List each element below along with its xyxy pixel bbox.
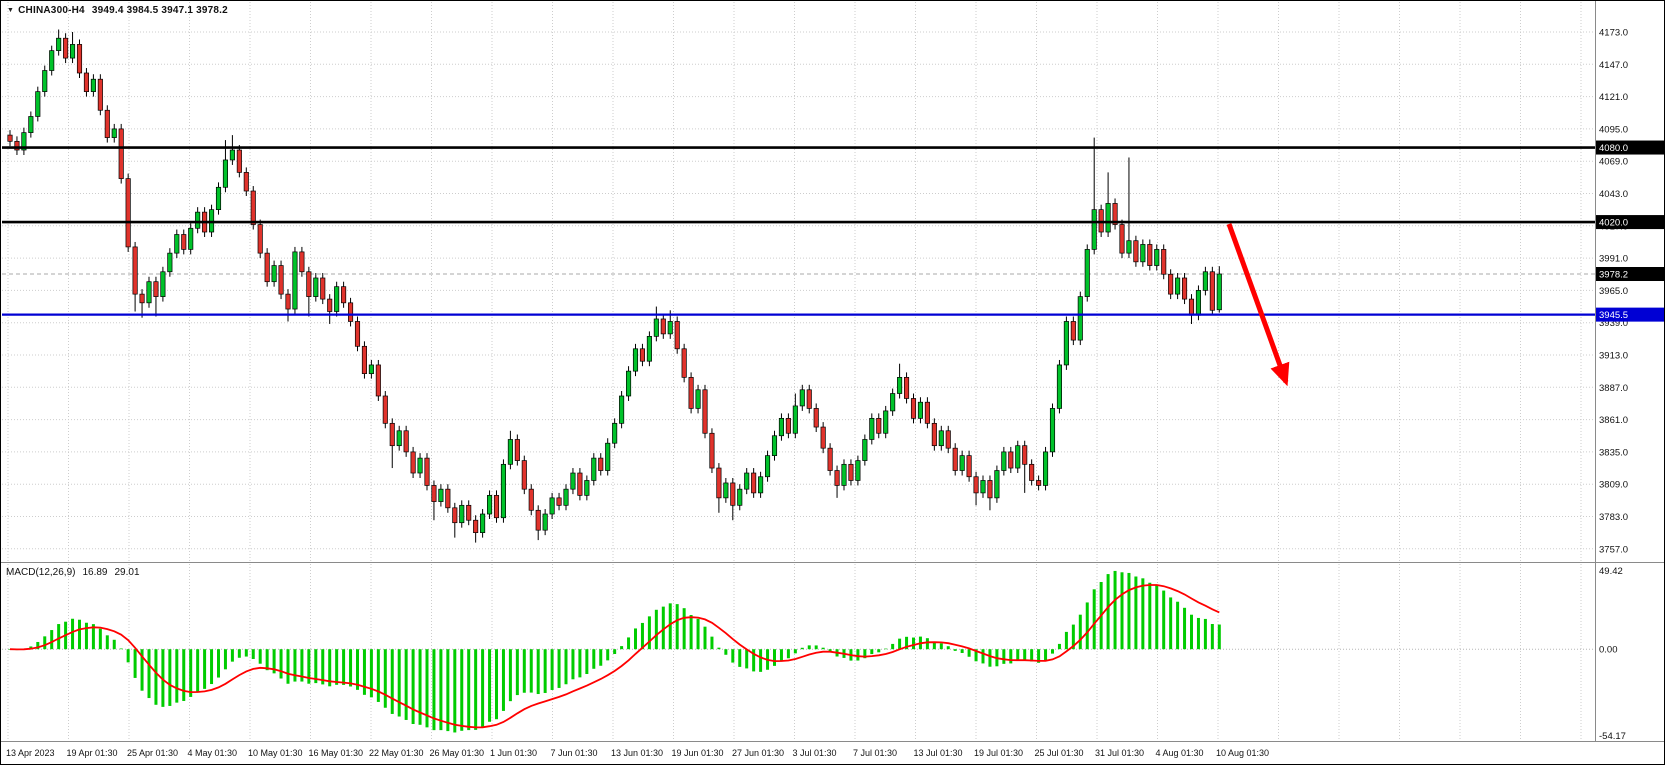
price-badge-support-blue: 3945.5	[1596, 307, 1664, 322]
svg-text:19 Apr 01:30: 19 Apr 01:30	[67, 748, 118, 758]
svg-text:22 May 01:30: 22 May 01:30	[369, 748, 424, 758]
svg-text:7 Jul 01:30: 7 Jul 01:30	[853, 748, 897, 758]
trend-arrow[interactable]	[1226, 223, 1290, 387]
svg-text:3861.0: 3861.0	[1599, 415, 1628, 426]
svg-text:10 Aug 01:30: 10 Aug 01:30	[1216, 748, 1269, 758]
svg-text:3809.0: 3809.0	[1599, 480, 1628, 491]
svg-text:3965.0: 3965.0	[1599, 286, 1628, 297]
candles-layer[interactable]	[7, 29, 1222, 543]
svg-text:3757.0: 3757.0	[1599, 544, 1628, 555]
svg-text:4121.0: 4121.0	[1599, 92, 1628, 103]
svg-text:27 Jun 01:30: 27 Jun 01:30	[732, 748, 784, 758]
svg-text:4 May 01:30: 4 May 01:30	[188, 748, 238, 758]
svg-text:3978.2: 3978.2	[1599, 270, 1628, 281]
svg-text:3783.0: 3783.0	[1599, 512, 1628, 523]
svg-text:3939.0: 3939.0	[1599, 318, 1628, 329]
price-badge-resistance-upper: 4080.0	[1596, 140, 1664, 155]
svg-text:4095.0: 4095.0	[1599, 124, 1628, 135]
svg-text:4020.0: 4020.0	[1599, 218, 1628, 229]
svg-text:25 Apr 01:30: 25 Apr 01:30	[127, 748, 178, 758]
price-badge-current-price: 3978.2	[1596, 267, 1664, 282]
macd-histogram	[8, 570, 1221, 733]
svg-text:13 Apr 2023: 13 Apr 2023	[6, 748, 55, 758]
svg-text:3945.5: 3945.5	[1599, 310, 1628, 321]
svg-text:13 Jun 01:30: 13 Jun 01:30	[611, 748, 663, 758]
svg-text:0.00: 0.00	[1599, 645, 1618, 656]
svg-text:3991.0: 3991.0	[1599, 254, 1628, 265]
svg-text:3835.0: 3835.0	[1599, 447, 1628, 458]
svg-text:26 May 01:30: 26 May 01:30	[430, 748, 485, 758]
svg-text:4080.0: 4080.0	[1599, 143, 1628, 154]
grid	[2, 2, 1595, 740]
svg-text:19 Jul 01:30: 19 Jul 01:30	[974, 748, 1023, 758]
svg-text:49.42: 49.42	[1599, 566, 1623, 577]
svg-text:31 Jul 01:30: 31 Jul 01:30	[1095, 748, 1144, 758]
svg-text:3887.0: 3887.0	[1599, 383, 1628, 394]
svg-text:3 Jul 01:30: 3 Jul 01:30	[793, 748, 837, 758]
svg-text:1 Jun 01:30: 1 Jun 01:30	[490, 748, 537, 758]
dropdown-triangle-icon[interactable]: ▼	[7, 7, 15, 14]
svg-text:10 May 01:30: 10 May 01:30	[248, 748, 303, 758]
macd-signal-line	[9, 584, 1220, 729]
svg-text:4043.0: 4043.0	[1599, 189, 1628, 200]
svg-text:4069.0: 4069.0	[1599, 157, 1628, 168]
svg-text:4173.0: 4173.0	[1599, 28, 1628, 39]
svg-text:3913.0: 3913.0	[1599, 351, 1628, 362]
svg-text:4 Aug 01:30: 4 Aug 01:30	[1156, 748, 1204, 758]
svg-text:19 Jun 01:30: 19 Jun 01:30	[672, 748, 724, 758]
price-badge-resistance-lower: 4020.0	[1596, 215, 1664, 230]
svg-text:16 May 01:30: 16 May 01:30	[309, 748, 364, 758]
macd-axis-labels[interactable]: 49.42 0.00 -54.17	[1599, 566, 1626, 742]
time-axis[interactable]: 13 Apr 2023 19 Apr 01:30 25 Apr 01:30 4 May…	[6, 748, 1269, 758]
svg-text:25 Jul 01:30: 25 Jul 01:30	[1035, 748, 1084, 758]
price-axis-labels[interactable]: 4173.04147.04121.04095.04069.04043.04017…	[1599, 28, 1628, 556]
svg-text:13 Jul 01:30: 13 Jul 01:30	[914, 748, 963, 758]
svg-text:-54.17: -54.17	[1599, 731, 1626, 742]
svg-text:4147.0: 4147.0	[1599, 60, 1628, 71]
svg-text:7 Jun 01:30: 7 Jun 01:30	[551, 748, 598, 758]
